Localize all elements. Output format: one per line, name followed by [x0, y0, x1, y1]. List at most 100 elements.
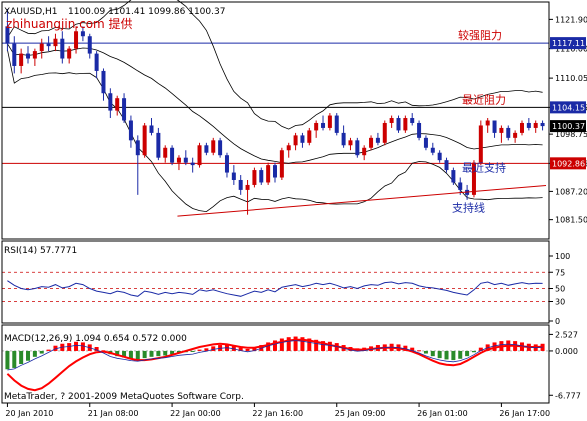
candle-body: [204, 145, 209, 153]
candle-body: [396, 118, 401, 131]
macd-bar: [286, 337, 291, 351]
candle-body: [293, 135, 298, 146]
price-tag: [550, 157, 586, 170]
candle-body: [506, 127, 511, 138]
candle-body: [273, 165, 277, 178]
time-tick-label: 26 Jan 01:00: [417, 409, 468, 418]
macd-bar: [300, 337, 305, 351]
macd-bar: [245, 348, 250, 351]
time-axis: 20 Jan 2010 21 Jan 08:00 22 Jan 00:00 22 Ja…: [5, 403, 550, 418]
candlesticks: [5, 8, 545, 215]
rsi-tick-label: 50: [555, 285, 565, 294]
rsi-axis: 100 75 50 30 0: [549, 252, 570, 326]
rsi-pane-frame: [1, 240, 550, 324]
macd-bar: [12, 350, 17, 368]
price-tick-label: 1116.00: [555, 45, 587, 54]
candle-body: [190, 162, 195, 166]
candle-body: [74, 31, 79, 49]
band-middle: [7, 43, 543, 164]
candle-body: [46, 43, 51, 47]
macd-bar: [204, 348, 209, 351]
candle-body: [5, 26, 10, 44]
time-tick-label: 26 Jan 17:00: [499, 409, 550, 418]
candle-body: [321, 122, 326, 128]
rsi-title: RSI(14) 57.7771: [4, 246, 77, 256]
copyright: MetaTrader, ? 2001-2009 MetaQuotes Softw…: [4, 392, 244, 402]
candle-body: [128, 120, 133, 141]
rsi-level-lines: [2, 271, 549, 302]
macd-bar: [67, 343, 72, 351]
annotation-label: 较强阻力: [458, 28, 502, 42]
macd-bar: [170, 350, 175, 355]
watermark: zhihuangjin.com 提供: [6, 16, 133, 31]
candle-body: [341, 132, 346, 146]
candle-body: [259, 170, 264, 183]
macd-bar: [307, 338, 312, 351]
candle-body: [458, 182, 463, 190]
candle-body: [499, 127, 504, 133]
macd-bar: [417, 350, 422, 352]
candle-body: [135, 140, 140, 156]
price-tag-label: 1100.37: [552, 122, 585, 131]
candle-body: [403, 118, 408, 131]
macd-bar: [423, 350, 428, 354]
candle-body: [279, 150, 284, 178]
annotation-label: 支持线: [452, 200, 485, 214]
macd-bar: [142, 350, 147, 359]
price-tick-label: 1110.05: [555, 74, 587, 83]
candle-body: [478, 125, 483, 163]
macd-tick-label: 0.000: [555, 347, 578, 356]
time-tick-label: 21 Jan 08:00: [88, 409, 139, 418]
macd-bar: [94, 347, 99, 351]
candle-body: [410, 118, 415, 123]
candle-body: [67, 48, 72, 59]
candle-body: [417, 122, 422, 138]
macd-bar: [293, 336, 298, 351]
macd-bar: [80, 342, 85, 351]
macd-bar: [238, 347, 243, 351]
candle-body: [266, 165, 271, 183]
candle-body: [224, 155, 229, 173]
macd-pane: MACD(12,26,9) 1.094 0.654 0.572 0.000 Me…: [1, 324, 581, 404]
rsi-tick-label: 75: [555, 268, 565, 277]
candle-body: [540, 122, 545, 127]
price-tag-label: 1092.86: [552, 159, 585, 168]
price-tag: [550, 101, 586, 114]
macd-main-line: [7, 340, 543, 371]
macd-bar: [149, 350, 154, 357]
time-tick-label: 25 Jan 09:00: [335, 409, 386, 418]
price-tag: [550, 37, 586, 50]
macd-bar: [197, 349, 202, 351]
macd-bar: [128, 350, 133, 359]
candle-body: [163, 147, 168, 158]
candle-body: [197, 145, 202, 166]
macd-bar: [273, 340, 277, 351]
macd-bar: [163, 350, 168, 356]
macd-tick-label: -6.777: [555, 391, 581, 400]
price-pane-frame: [1, 1, 550, 240]
candle-body: [115, 98, 120, 111]
macd-bar: [74, 341, 79, 351]
macd-bar: [437, 350, 442, 359]
macd-bar: [451, 350, 456, 361]
candle-body: [348, 140, 353, 146]
macd-bar: [231, 345, 236, 351]
candle-body: [39, 43, 44, 52]
price-tick-label: 1081.50: [555, 216, 587, 225]
candle-body: [211, 140, 216, 153]
candle-body: [252, 170, 257, 185]
band-upper: [7, 0, 543, 130]
candle-body: [369, 137, 374, 148]
price-axis: 1121.90 1116.00 1110.05 1104.15 1098.75 1092.…: [549, 15, 587, 225]
candle-body: [355, 140, 360, 156]
macd-bar: [39, 350, 44, 354]
candle-body: [451, 170, 456, 183]
time-tick-label: 20 Jan 2010: [5, 409, 53, 418]
macd-axis: 2.527 0.000 -6.777: [549, 330, 581, 400]
macd-bar: [252, 347, 257, 351]
macd-bar: [156, 350, 161, 357]
candle-body: [60, 38, 65, 59]
candle-body: [375, 137, 380, 143]
